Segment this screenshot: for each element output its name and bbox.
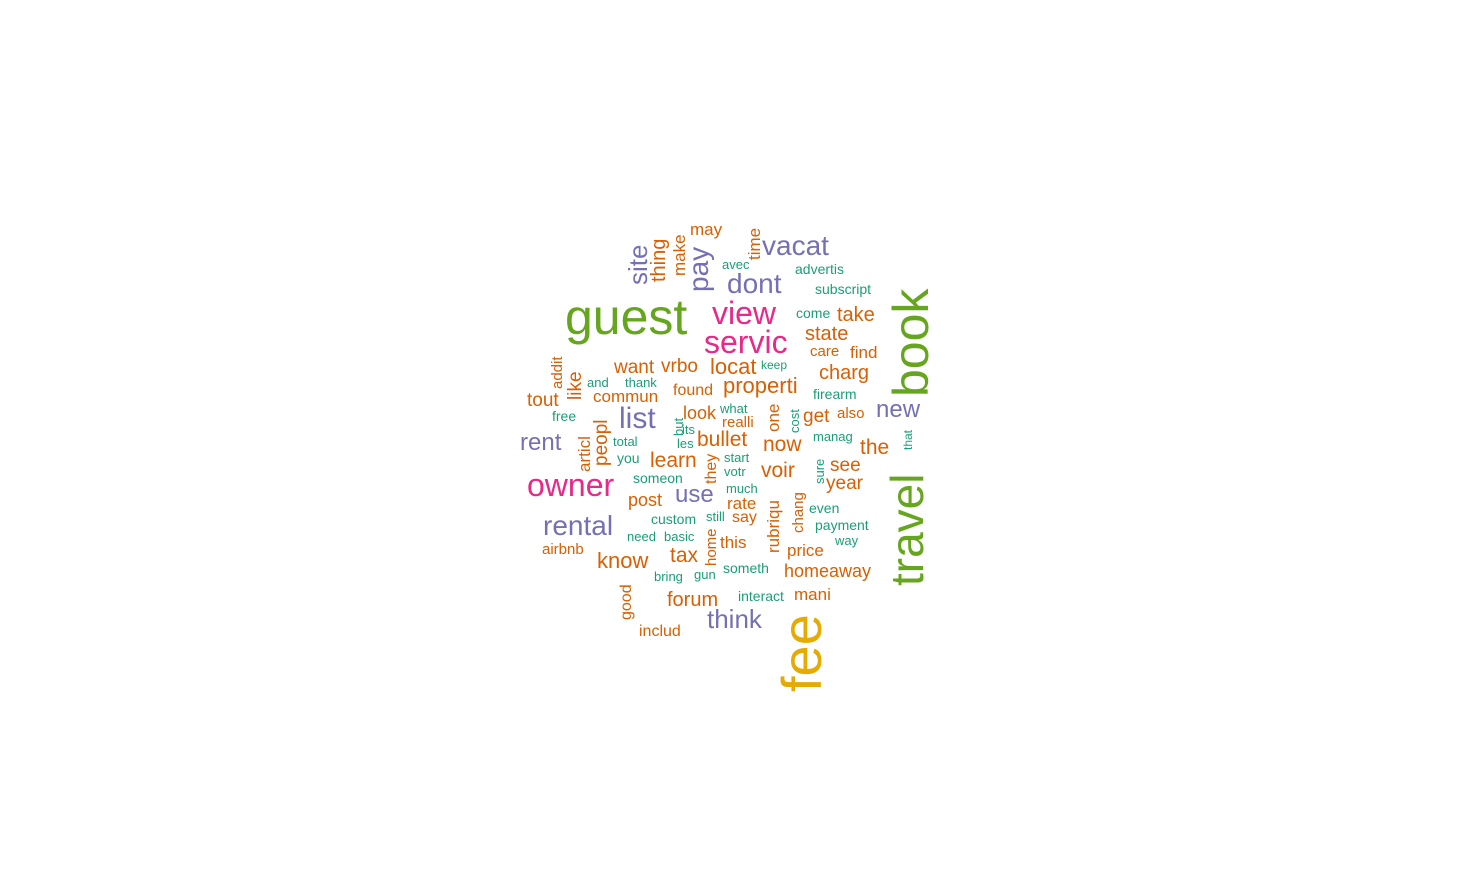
word-includ: includ (639, 623, 681, 640)
word-get: get (803, 406, 830, 427)
word-keep: keep (761, 358, 788, 372)
word-make: make (670, 234, 689, 276)
word-voir: voir (761, 459, 795, 482)
word-start: start (724, 450, 750, 465)
word-free: free (552, 408, 577, 424)
word-book: book (883, 288, 939, 397)
word-basic: basic (664, 529, 695, 544)
word-think: think (707, 604, 762, 634)
word-interact: interact (738, 588, 784, 604)
word-rate: rate (727, 494, 757, 513)
word-charg: charg (819, 362, 870, 384)
word-addit: addit (549, 356, 566, 389)
word-rent: rent (520, 429, 562, 456)
word-tout: tout (527, 390, 559, 411)
word-state: state (805, 323, 849, 345)
word-know: know (597, 548, 649, 573)
word-thank: thank (625, 375, 657, 390)
word-total: total (613, 434, 638, 449)
word-they: they (703, 453, 720, 484)
word-rental: rental (543, 510, 614, 541)
word-see: see (830, 455, 861, 476)
word-custom: custom (651, 511, 697, 527)
word-owner: owner (527, 467, 615, 503)
word-may: may (690, 220, 723, 239)
word-come: come (796, 305, 831, 321)
word-realli: realli (722, 414, 754, 431)
word-thing: thing (648, 238, 670, 282)
word-commun: commun (593, 387, 659, 406)
word-dont: dont (727, 268, 782, 299)
word-payment: payment (815, 517, 869, 533)
word-vrbo: vrbo (661, 356, 698, 377)
word-locat: locat (710, 354, 757, 379)
word-gun: gun (694, 567, 716, 582)
word-care: care (810, 343, 840, 360)
word-good: good (618, 584, 635, 620)
word-need: need (627, 529, 656, 544)
word-advertis: advertis (795, 261, 845, 277)
word-even: even (809, 500, 840, 516)
word-you: you (617, 450, 640, 466)
word-travel: travel (881, 473, 933, 586)
word-bring: bring (654, 569, 683, 584)
word-find: find (850, 343, 878, 362)
word-firearm: firearm (813, 386, 857, 402)
word-price: price (787, 541, 824, 560)
word-still: still (706, 509, 725, 524)
word-that: that (901, 429, 915, 450)
word-peopl: peopl (591, 419, 612, 467)
word-someon: someon (633, 470, 683, 486)
word-mani: mani (794, 585, 831, 604)
word-tax: tax (670, 544, 699, 567)
word-rubriqu: rubriqu (764, 500, 783, 553)
word-much: much (726, 481, 758, 496)
word-and: and (587, 375, 609, 390)
word-bullet: bullet (697, 428, 748, 451)
word-chang: chang (790, 492, 807, 533)
word-way: way (835, 533, 859, 548)
word-what: what (720, 401, 748, 416)
word-les: les (677, 436, 694, 451)
word-its: its (682, 422, 695, 437)
word-time: time (745, 227, 764, 260)
word-manag: manag (813, 429, 853, 444)
word-list: list (619, 402, 656, 435)
word-look: look (683, 403, 717, 423)
word-like: like (565, 371, 586, 400)
word-say: say (732, 509, 757, 526)
word-cost: cost (787, 409, 802, 433)
word-sure: sure (812, 458, 827, 484)
word-votr: votr (724, 464, 746, 479)
word-vacat: vacat (762, 230, 829, 261)
word-guest: guest (565, 289, 688, 345)
word-year: year (826, 473, 863, 494)
word-servic: servic (704, 324, 788, 360)
word-avec: avec (722, 257, 750, 272)
word-take: take (837, 304, 875, 326)
word-new: new (876, 396, 921, 423)
word-learn: learn (650, 449, 697, 472)
word-found: found (673, 382, 714, 399)
word-but: but (671, 417, 686, 436)
word-pay: pay (683, 246, 714, 292)
word-fee: fee (770, 614, 833, 692)
word-use: use (675, 481, 714, 508)
word-post: post (628, 490, 663, 510)
word-want: want (614, 357, 655, 378)
word-also: also (837, 405, 865, 422)
word-this: this (720, 533, 747, 552)
word-homeaway: homeaway (784, 561, 872, 581)
word-subscript: subscript (815, 281, 872, 297)
word-one: one (764, 403, 783, 432)
word-home: home (703, 528, 720, 566)
word-airbnb: airbnb (542, 541, 584, 558)
word-forum: forum (667, 589, 719, 611)
word-the: the (860, 436, 890, 459)
word-properti: properti (723, 373, 798, 398)
word-someth: someth (723, 560, 769, 576)
word-view: view (712, 295, 777, 331)
word-now: now (763, 433, 802, 456)
